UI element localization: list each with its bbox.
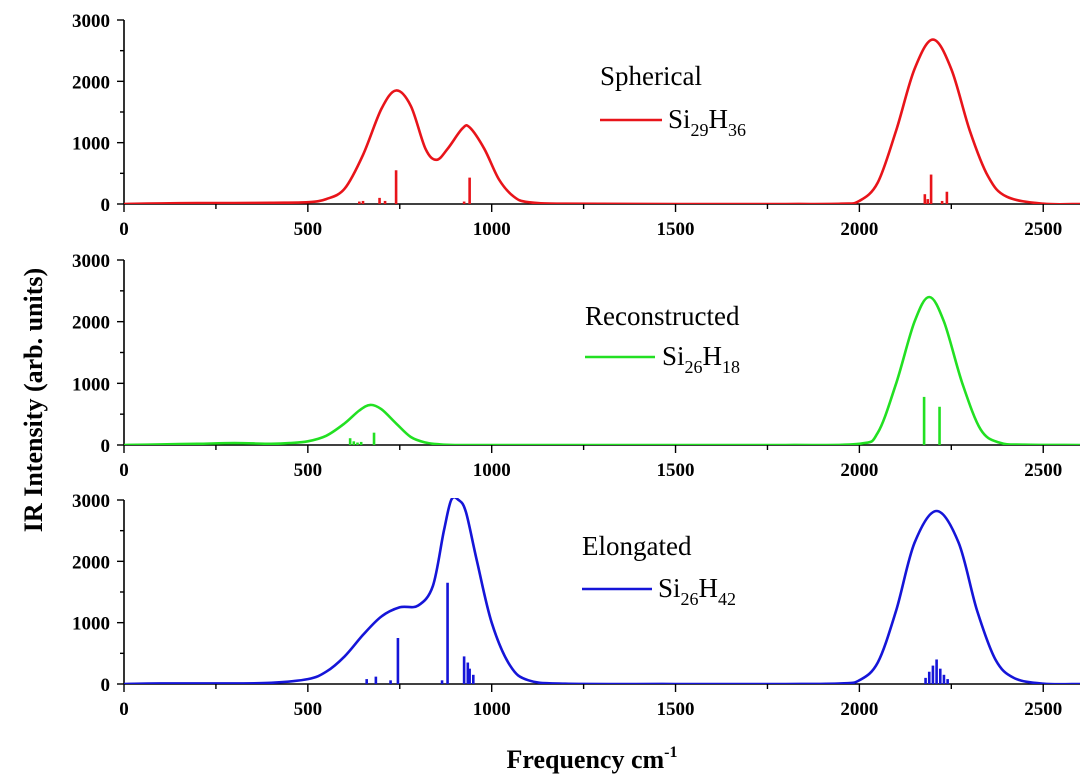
y-tick-label: 0 <box>101 436 111 457</box>
x-axis-label-main: Frequency cm <box>507 745 665 774</box>
x-tick-label: 2000 <box>840 219 878 240</box>
panel-spherical: 0 1000 2000 3000 0 500 1000 1500 2000 2500 Spheric… <box>72 11 1080 240</box>
curve-reconstructed <box>124 295 1080 445</box>
y-tick-label: 1000 <box>72 614 110 635</box>
x-tick-label: 2500 <box>1024 219 1062 240</box>
x-tick-label: 1000 <box>473 460 511 481</box>
y-tick-label: 2000 <box>72 552 110 573</box>
x-tick-label: 0 <box>119 219 129 240</box>
y-tick-label: 1000 <box>72 134 110 155</box>
x-tick-label: 0 <box>119 699 129 720</box>
legend-formula-elongated: Si26H42 <box>658 573 736 609</box>
x-tick-label: 1000 <box>473 699 511 720</box>
x-axis-label-superscript: -1 <box>664 744 677 761</box>
y-tick-label: 0 <box>101 195 111 216</box>
legend-title-reconstructed: Reconstructed <box>585 301 740 331</box>
y-tick-label: 0 <box>101 675 111 696</box>
x-tick-label: 2000 <box>840 460 878 481</box>
x-tick-label: 1500 <box>657 460 695 481</box>
x-tick-label: 1000 <box>473 219 511 240</box>
y-tick-label: 1000 <box>72 374 110 395</box>
x-tick-label: 1500 <box>657 219 695 240</box>
legend-title-elongated: Elongated <box>582 531 692 561</box>
legend-title-spherical: Spherical <box>600 61 702 91</box>
y-tick-label: 3000 <box>72 491 110 512</box>
panel-reconstructed: 0 1000 2000 3000 0 500 1000 1500 2000 2500 Reconst… <box>72 251 1080 481</box>
legend-formula-reconstructed: Si26H18 <box>662 341 740 377</box>
x-tick-label: 500 <box>294 699 323 720</box>
y-axis-label: IR Intensity (arb. units) <box>19 268 48 532</box>
y-tick-label: 2000 <box>72 72 110 93</box>
x-tick-label: 2500 <box>1024 460 1062 481</box>
curve-elongated <box>124 498 1080 684</box>
curve-spherical <box>124 38 1080 204</box>
y-tick-label: 3000 <box>72 11 110 32</box>
x-tick-label: 1500 <box>657 699 695 720</box>
x-tick-label: 500 <box>294 219 323 240</box>
x-tick-label: 500 <box>294 460 323 481</box>
x-axis-label: Frequency cm-1 <box>507 744 678 774</box>
chart-panels: 0 1000 2000 3000 0 500 1000 1500 2000 2500 Spheric… <box>72 11 1080 720</box>
x-tick-label: 2000 <box>840 699 878 720</box>
panel-elongated: 0 1000 2000 3000 0 500 1000 1500 2000 2500 Elongat… <box>72 491 1080 720</box>
y-tick-label: 3000 <box>72 251 110 272</box>
legend-formula-spherical: Si29H36 <box>668 104 746 140</box>
x-tick-label: 0 <box>119 460 129 481</box>
x-tick-label: 2500 <box>1024 699 1062 720</box>
y-tick-label: 2000 <box>72 313 110 334</box>
